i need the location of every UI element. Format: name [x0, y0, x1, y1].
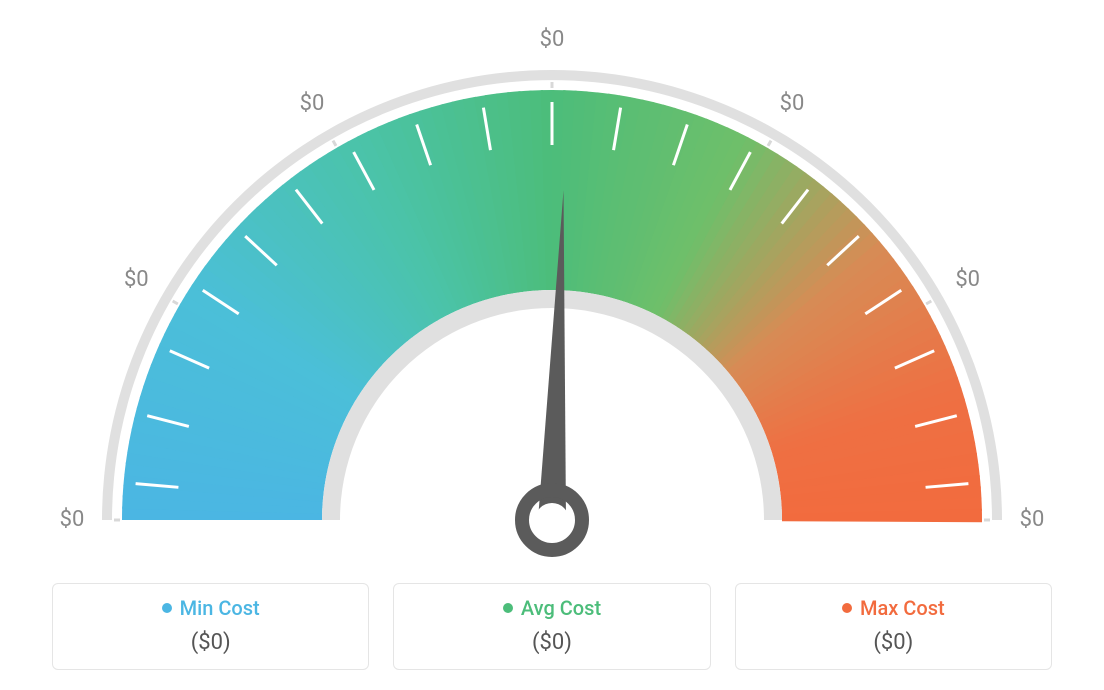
svg-text:$0: $0 [955, 267, 980, 292]
gauge-svg: $0 $0 $0 $0 $0 $0 $0 [42, 20, 1062, 580]
legend-card-avg: Avg Cost ($0) [393, 583, 710, 670]
legend-title-max: Max Cost [752, 596, 1035, 620]
svg-text:$0: $0 [60, 507, 85, 532]
legend-dot-avg [503, 603, 513, 613]
gauge-cost-chart: $0 $0 $0 $0 $0 $0 $0 Min Cost ($0) Avg Cost ($… [0, 0, 1104, 690]
legend-value-avg: ($0) [410, 630, 693, 655]
svg-text:$0: $0 [780, 91, 805, 116]
legend-row: Min Cost ($0) Avg Cost ($0) Max Cost ($0… [52, 583, 1052, 670]
legend-card-max: Max Cost ($0) [735, 583, 1052, 670]
legend-title-avg: Avg Cost [410, 596, 693, 620]
legend-label-avg: Avg Cost [521, 596, 601, 620]
svg-text:$0: $0 [540, 27, 565, 52]
legend-dot-min [162, 603, 172, 613]
svg-text:$0: $0 [1020, 507, 1045, 532]
legend-card-min: Min Cost ($0) [52, 583, 369, 670]
legend-value-min: ($0) [69, 630, 352, 655]
svg-text:$0: $0 [124, 267, 149, 292]
legend-title-min: Min Cost [69, 596, 352, 620]
legend-dot-max [842, 603, 852, 613]
legend-label-max: Max Cost [860, 596, 945, 620]
gauge-area: $0 $0 $0 $0 $0 $0 $0 [42, 20, 1062, 580]
legend-label-min: Min Cost [180, 596, 260, 620]
svg-text:$0: $0 [300, 91, 325, 116]
legend-value-max: ($0) [752, 630, 1035, 655]
